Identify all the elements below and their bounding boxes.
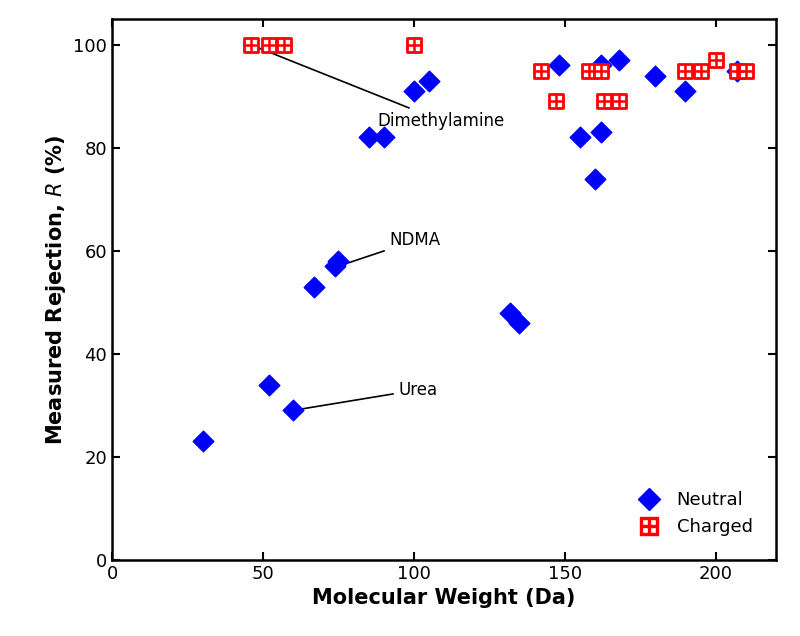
Point: [407, 86, 420, 96]
Point: [329, 261, 342, 272]
Y-axis label: Measured Rejection, $\it{R}$ (%): Measured Rejection, $\it{R}$ (%): [44, 134, 68, 445]
Point: [730, 66, 743, 76]
Point: [504, 307, 517, 317]
Point: [378, 132, 390, 142]
Point: [582, 66, 595, 76]
Point: [649, 71, 662, 81]
Point: [262, 39, 275, 50]
Point: [407, 39, 420, 50]
Point: [594, 127, 607, 137]
Point: [694, 66, 707, 76]
Point: [407, 39, 420, 50]
Point: [286, 405, 299, 415]
Point: [679, 66, 692, 76]
Point: [278, 39, 290, 50]
Point: [362, 132, 375, 142]
Text: Urea: Urea: [296, 381, 438, 410]
Point: [552, 60, 565, 71]
Point: [574, 132, 586, 142]
Point: [739, 66, 752, 76]
Point: [613, 55, 626, 66]
Point: [278, 39, 290, 50]
Point: [710, 55, 722, 66]
Point: [534, 66, 547, 76]
Point: [598, 97, 610, 107]
Point: [513, 318, 526, 328]
Point: [262, 39, 275, 50]
Point: [589, 174, 602, 184]
Point: [613, 97, 626, 107]
Point: [262, 380, 275, 390]
Point: [710, 55, 722, 66]
Point: [594, 66, 607, 76]
Legend: Neutral, Charged: Neutral, Charged: [617, 477, 767, 551]
Point: [550, 97, 562, 107]
Text: Dimethylamine: Dimethylamine: [254, 46, 505, 130]
Point: [245, 39, 258, 50]
Point: [422, 76, 435, 86]
Point: [245, 39, 258, 50]
Point: [694, 66, 707, 76]
Point: [598, 97, 610, 107]
Point: [308, 282, 321, 292]
Point: [594, 66, 607, 76]
Point: [534, 66, 547, 76]
Point: [613, 97, 626, 107]
Point: [730, 66, 743, 76]
Point: [730, 66, 743, 76]
Point: [550, 97, 562, 107]
X-axis label: Molecular Weight (Da): Molecular Weight (Da): [312, 588, 576, 608]
Point: [332, 256, 345, 266]
Point: [679, 66, 692, 76]
Point: [582, 66, 595, 76]
Point: [196, 436, 209, 446]
Point: [679, 86, 692, 96]
Text: NDMA: NDMA: [341, 232, 441, 265]
Point: [739, 66, 752, 76]
Point: [594, 60, 607, 71]
